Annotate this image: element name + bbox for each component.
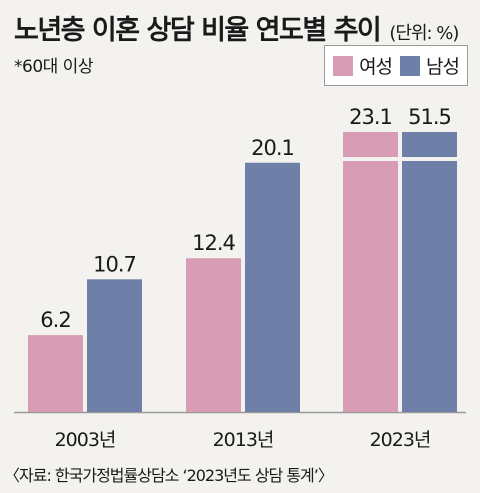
axis-break-marker — [401, 157, 458, 161]
source-note: 〈자료: 한국가정법률상담소 ‘2023년도 상담 통계’〉 — [4, 466, 334, 485]
category-label-0: 2003년 — [55, 429, 116, 451]
legend-label-male: 남성 — [426, 56, 460, 78]
legend-item-male: 남성 — [400, 52, 460, 79]
chart-title: 노년층 이혼 상담 비율 연도별 추이 — [14, 15, 382, 46]
legend-swatch-male — [400, 55, 421, 76]
unit-label: (단위: %) — [389, 23, 459, 44]
legend: 여성 남성 — [324, 45, 468, 86]
axis-break-marker — [342, 157, 399, 161]
title-row: 노년층 이혼 상담 비율 연도별 추이 (단위: %) — [14, 8, 459, 47]
legend-item-female: 여성 — [333, 52, 393, 79]
data-label-female-2: 23.1 — [349, 105, 392, 129]
legend-swatch-female — [333, 55, 354, 76]
category-label-2: 2023년 — [370, 429, 431, 451]
bar-male-0 — [87, 279, 142, 412]
data-label-female-1: 12.4 — [192, 231, 235, 255]
age-note: *60대 이상 — [14, 57, 93, 77]
bar-female-1 — [186, 258, 241, 412]
bar-male-2 — [402, 132, 457, 412]
bar-female-2 — [343, 132, 398, 412]
legend-label-female: 여성 — [359, 56, 393, 78]
data-label-female-0: 6.2 — [40, 308, 70, 332]
data-label-male-1: 20.1 — [251, 136, 294, 160]
data-label-male-0: 10.7 — [93, 252, 136, 276]
bar-male-1 — [245, 162, 300, 412]
bar-female-0 — [28, 335, 83, 412]
data-label-male-2: 51.5 — [408, 105, 451, 129]
category-label-1: 2013년 — [213, 429, 274, 451]
